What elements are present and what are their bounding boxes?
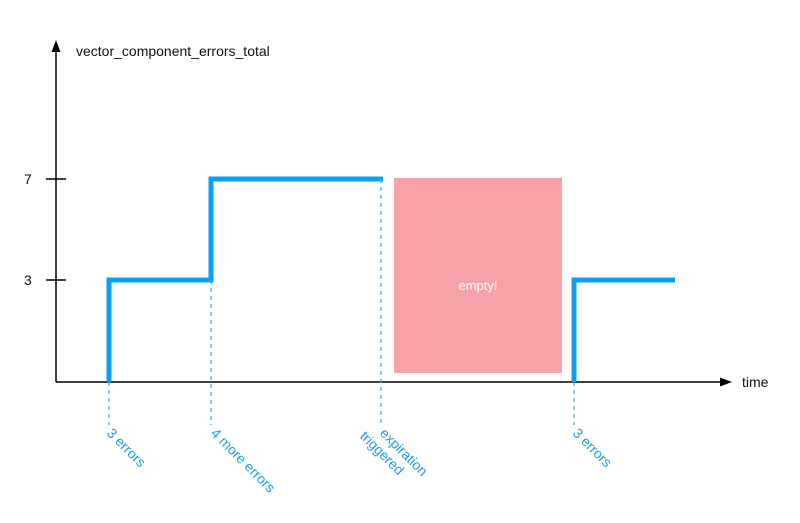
annotation-3-errors-first: 3 errors [104, 425, 149, 470]
y-tick-label-7: 7 [24, 171, 32, 187]
y-tick-label-3: 3 [24, 272, 32, 288]
x-axis-label: time [742, 374, 769, 390]
annotation-4-more-errors: 4 more errors [208, 425, 279, 496]
y-axis-arrowhead [51, 40, 61, 52]
annotation-expiration-triggered: expiration triggered [357, 416, 434, 493]
annotation-3-errors-second: 3 errors [570, 425, 615, 470]
x-axis-arrowhead [720, 377, 732, 387]
error-count-line-after-expiration [571, 277, 675, 382]
y-axis-label: vector_component_errors_total [76, 43, 270, 59]
empty-region-label: empty! [458, 278, 497, 293]
empty-region [394, 178, 562, 373]
error-count-line-before-expiration [106, 176, 383, 382]
